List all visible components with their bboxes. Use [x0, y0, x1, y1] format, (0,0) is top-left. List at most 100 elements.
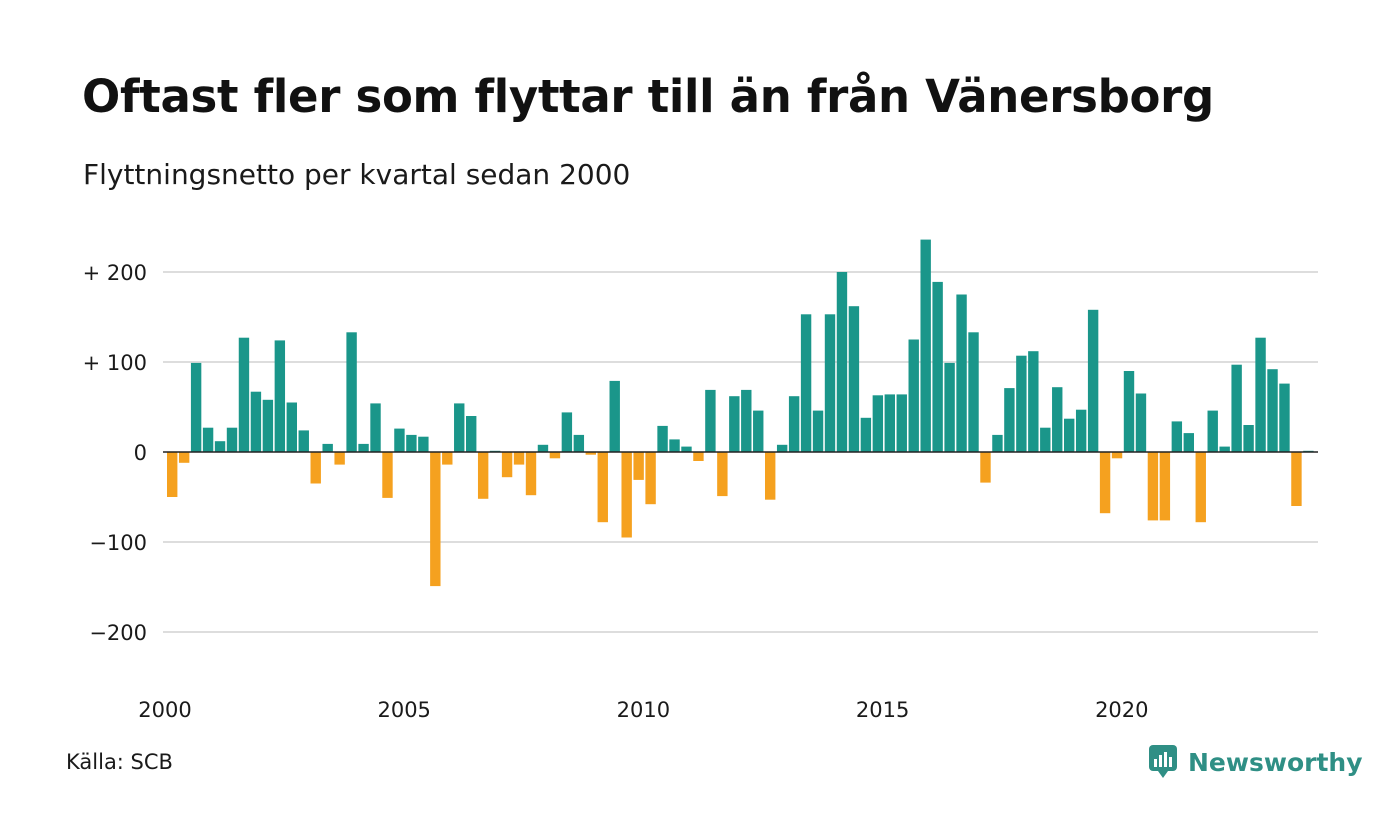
- bar-2014K3: [860, 417, 872, 452]
- y-tick-labels: + 200 + 100 0 −100 −200: [83, 261, 147, 645]
- bar-2018K2: [1040, 427, 1051, 452]
- bar-2015K4: [920, 239, 931, 452]
- bar-2005K3: [430, 452, 441, 587]
- bar-2011K1: [693, 452, 704, 461]
- bar-2016K1: [932, 281, 943, 452]
- bar-2001K3: [238, 337, 250, 452]
- bar-2018K4: [1064, 418, 1075, 452]
- bar-2008K2: [561, 412, 573, 452]
- x-tick-labels: 2000 2005 2010 2015 2020: [138, 698, 1148, 722]
- bar-2002K2: [274, 340, 286, 452]
- bar-2012K3: [765, 452, 776, 500]
- y-tick-label: −100: [89, 531, 147, 555]
- y-tick-label: + 100: [83, 351, 147, 375]
- bar-2021K2: [1183, 433, 1194, 452]
- bar-2019K2: [1087, 309, 1099, 452]
- brand-logo[interactable]: Newsworthy: [1148, 744, 1363, 780]
- bar-2009K1: [597, 452, 608, 523]
- bar-2002K1: [262, 399, 274, 452]
- bar-2022K2: [1231, 364, 1242, 452]
- chart-subtitle: Flyttningsnetto per kvartal sedan 2000: [83, 158, 631, 191]
- bar-2020K3: [1147, 452, 1159, 521]
- bar-2003K4: [346, 332, 357, 452]
- x-tick-label: 2015: [856, 698, 909, 722]
- bar-2016K4: [968, 332, 979, 452]
- y-tick-label: 0: [134, 441, 147, 465]
- bar-2015K1: [884, 394, 895, 452]
- bar-2006K3: [477, 452, 489, 499]
- bar-2000K2: [178, 452, 190, 463]
- bar-2014K2: [848, 306, 860, 452]
- bar-2006K2: [466, 416, 477, 452]
- bar-2005K1: [406, 434, 417, 452]
- bar-2020K1: [1123, 371, 1135, 452]
- x-tick-label: 2020: [1095, 698, 1148, 722]
- bar-2017K1: [980, 452, 991, 483]
- bar-2013K1: [788, 396, 800, 452]
- x-tick-label: 2010: [617, 698, 670, 722]
- grid-lines: [163, 271, 1318, 633]
- bar-2006K1: [454, 403, 465, 452]
- bar-2003K1: [310, 452, 321, 484]
- bar-2018K3: [1052, 387, 1063, 452]
- bar-2017K4: [1016, 355, 1027, 452]
- bar-2008K3: [573, 434, 585, 452]
- bar-2007K4: [537, 444, 549, 452]
- bar-2009K4: [633, 452, 644, 480]
- bar-2010K3: [669, 439, 680, 452]
- bar-2001K1: [214, 441, 226, 452]
- bar-2015K2: [896, 394, 907, 452]
- bar-2007K1: [501, 452, 513, 478]
- chart-speech-bubble-icon: [1149, 745, 1177, 778]
- chart-title: Oftast fler som flyttar till än från Vän…: [82, 70, 1214, 123]
- y-tick-label: + 200: [83, 261, 147, 285]
- y-tick-label: −200: [89, 621, 147, 645]
- bar-2014K4: [872, 395, 884, 452]
- bar-2004K1: [358, 443, 369, 452]
- x-tick-label: 2000: [138, 698, 191, 722]
- bar-2004K2: [370, 403, 381, 452]
- bar-2005K4: [442, 452, 453, 465]
- bar-2004K4: [394, 428, 405, 452]
- bar-2010K4: [681, 446, 692, 452]
- bar-2012K4: [776, 444, 788, 452]
- brand-name: Newsworthy: [1188, 747, 1363, 777]
- bar-2018K1: [1028, 351, 1039, 452]
- bar-2019K3: [1099, 452, 1111, 514]
- bar-2021K3: [1195, 452, 1206, 523]
- bar-2013K4: [824, 314, 836, 452]
- bar-2017K2: [992, 434, 1003, 452]
- bar-2000K4: [202, 427, 214, 452]
- bar-2023K3: [1291, 452, 1302, 506]
- bar-2009K3: [621, 452, 632, 538]
- bar-2012K1: [741, 389, 752, 452]
- bars: [167, 239, 1314, 587]
- bar-2013K3: [812, 410, 824, 452]
- bar-2016K3: [956, 294, 967, 452]
- bar-2022K4: [1255, 337, 1266, 452]
- x-tick-label: 2005: [377, 698, 430, 722]
- bar-2002K3: [286, 402, 297, 452]
- bar-2005K2: [418, 436, 429, 452]
- bar-2000K1: [167, 452, 178, 497]
- bar-2007K3: [525, 452, 537, 496]
- bar-2010K2: [657, 425, 668, 452]
- bar-2019K4: [1111, 452, 1123, 459]
- bar-2009K2: [609, 380, 620, 452]
- source-note: Källa: SCB: [66, 750, 173, 774]
- bar-2010K1: [645, 452, 656, 505]
- bar-2011K3: [717, 452, 728, 497]
- bar-2011K2: [705, 389, 716, 452]
- bar-2013K2: [800, 314, 812, 452]
- bar-2002K4: [298, 430, 309, 452]
- bar-2015K3: [908, 339, 919, 452]
- bar-2012K2: [753, 410, 764, 452]
- bar-2017K3: [1004, 388, 1015, 452]
- bar-2001K2: [226, 427, 238, 452]
- bar-2008K4: [585, 452, 596, 455]
- bar-2011K4: [729, 396, 740, 452]
- bar-2019K1: [1075, 409, 1087, 452]
- bar-2014K1: [836, 272, 848, 452]
- bar-2020K2: [1135, 393, 1147, 452]
